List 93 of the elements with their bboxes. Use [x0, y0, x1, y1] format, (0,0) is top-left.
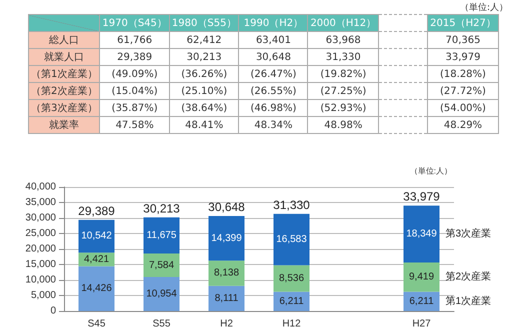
series-label: 第1次産業: [446, 294, 492, 307]
text: 47.58%: [116, 120, 154, 130]
data-label: 9,419: [408, 272, 434, 283]
text: 48.98%: [324, 120, 362, 130]
bar: [78, 220, 114, 253]
text: (27.25%): [320, 86, 366, 96]
x-tick-label: S45: [88, 318, 106, 330]
x-tick-label: S55: [152, 318, 171, 330]
text: (15.04%): [112, 86, 158, 96]
text: (46.98%): [250, 102, 296, 114]
bar: [208, 216, 244, 261]
text: (26.47%): [250, 68, 296, 80]
text: 61,766: [117, 34, 152, 46]
category-label: 1970（S45）: [100, 14, 170, 32]
text: (54.00%): [440, 102, 486, 114]
data-label: 6,211: [409, 296, 434, 307]
data-label: 14,399: [211, 232, 242, 244]
x-tick-label: H27: [412, 318, 432, 330]
text: (26.55%): [250, 86, 296, 96]
text: 33,979: [445, 52, 480, 62]
data-label: 6,211: [279, 296, 304, 307]
category-label: 総人口: [49, 35, 80, 46]
y-tick-label: 35,000: [25, 197, 56, 208]
text: （単位:人）: [410, 166, 452, 176]
total-label: 30,648: [208, 200, 246, 214]
bar: [404, 292, 440, 311]
text: (36.26%): [181, 68, 228, 80]
text: 70,365: [445, 34, 480, 46]
text: (25.10%): [181, 86, 228, 96]
data-label: 8,138: [214, 268, 240, 279]
total-label: 31,330: [273, 198, 310, 212]
data-label: 8,536: [278, 273, 304, 284]
text: 48.41%: [185, 120, 224, 130]
data-label: 18,349: [406, 228, 438, 240]
text: (35.87%): [112, 102, 158, 114]
y-tick-label: 25,000: [25, 228, 56, 239]
category-label: （第1次産業）: [31, 69, 98, 80]
text: 29,389: [117, 52, 152, 62]
text: 30,213: [186, 52, 222, 62]
text: (52.93%): [320, 102, 366, 114]
category-label: 就業率: [49, 120, 80, 131]
y-tick-label: 10,000: [25, 274, 56, 286]
category-label: （第3次産業）: [31, 103, 98, 114]
bar: [144, 254, 180, 278]
data-label: 8,111: [214, 292, 239, 304]
x-tick-label: H12: [282, 318, 302, 330]
category-label: 1980（S55）: [169, 14, 239, 32]
text: (49.09%): [112, 68, 158, 80]
y-tick-label: 5,000: [30, 290, 56, 301]
series-label: 第2次産業: [446, 270, 492, 283]
text: (19.82%): [320, 68, 366, 80]
bar: [208, 260, 244, 286]
total-label: 33,979: [403, 190, 440, 204]
text: (27.72%): [440, 86, 486, 96]
data-label: 10,954: [146, 288, 178, 300]
x-tick-label: H2: [220, 318, 234, 330]
bar: [274, 292, 310, 311]
category-label: 1990（H2）: [238, 14, 308, 32]
y-tick-label: 20,000: [25, 244, 56, 254]
data-label: 14,426: [81, 283, 112, 294]
series-label: 第3次産業: [446, 228, 492, 240]
category-label: 就業人口: [44, 52, 84, 63]
bar: [404, 262, 440, 292]
data-label: 11,675: [146, 230, 177, 241]
text: 63,401: [256, 34, 291, 46]
y-tick-label: 40,000: [25, 182, 56, 192]
text: (38.64%): [181, 102, 228, 114]
category-label: （第2次産業）: [31, 86, 98, 97]
data-label: 16,583: [276, 234, 308, 246]
category-label: 2015（H27）: [428, 14, 498, 32]
bar: [404, 206, 440, 263]
text: 31,330: [326, 52, 361, 62]
y-tick-label: 15,000: [25, 259, 56, 270]
text: 30,648: [256, 52, 291, 62]
bar: [208, 286, 244, 311]
data-label: 7,584: [148, 260, 174, 271]
bar: [274, 214, 310, 266]
data-label: 4,421: [84, 254, 110, 265]
data-label: 10,542: [81, 230, 112, 242]
total-label: 29,389: [78, 204, 116, 218]
text: （単位:人）: [460, 2, 508, 14]
y-tick-label: 30,000: [25, 212, 56, 224]
bar: [144, 217, 180, 254]
bar: [144, 277, 180, 311]
text: 62,412: [186, 34, 222, 46]
y-tick-label: 0: [50, 306, 56, 316]
text: 48.34%: [254, 120, 292, 130]
text: (18.28%): [440, 68, 486, 80]
category-label: 2000（H12）: [308, 14, 379, 32]
total-label: 30,213: [143, 201, 180, 216]
text: 63,968: [326, 34, 361, 46]
text: 48.29%: [444, 120, 482, 130]
bar: [78, 266, 114, 311]
